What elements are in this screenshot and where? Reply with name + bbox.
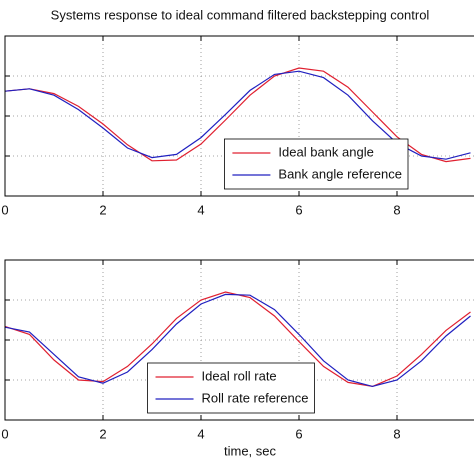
x-tick-label: 8 bbox=[393, 202, 400, 217]
plot-frame bbox=[4, 259, 474, 421]
legend-box bbox=[224, 138, 409, 190]
series-line bbox=[4, 67, 471, 163]
x-tick-label: 6 bbox=[295, 202, 302, 217]
plot-frame bbox=[4, 35, 474, 197]
legend-box bbox=[147, 362, 315, 414]
legend-label: Bank angle reference bbox=[278, 166, 402, 181]
series-line bbox=[4, 293, 471, 388]
x-tick-label: 0 bbox=[1, 426, 8, 441]
x-tick-label: 6 bbox=[295, 426, 302, 441]
legend-label: Ideal bank angle bbox=[278, 144, 373, 159]
x-axis-label: time, sec bbox=[224, 443, 277, 458]
legend-label: Roll rate reference bbox=[202, 390, 309, 405]
x-tick-label: 8 bbox=[393, 426, 400, 441]
legend-label: Ideal roll rate bbox=[202, 368, 277, 383]
chart-title: Systems response to ideal command filter… bbox=[51, 7, 430, 22]
x-tick-label: 4 bbox=[197, 426, 204, 441]
x-tick-label: 2 bbox=[99, 202, 106, 217]
x-tick-label: 0 bbox=[1, 202, 8, 217]
legend: Ideal roll rate Roll rate reference bbox=[147, 362, 315, 414]
x-tick-label: 4 bbox=[197, 202, 204, 217]
x-tick-label: 2 bbox=[99, 426, 106, 441]
legend: Ideal bank angle Bank angle reference bbox=[224, 138, 409, 190]
